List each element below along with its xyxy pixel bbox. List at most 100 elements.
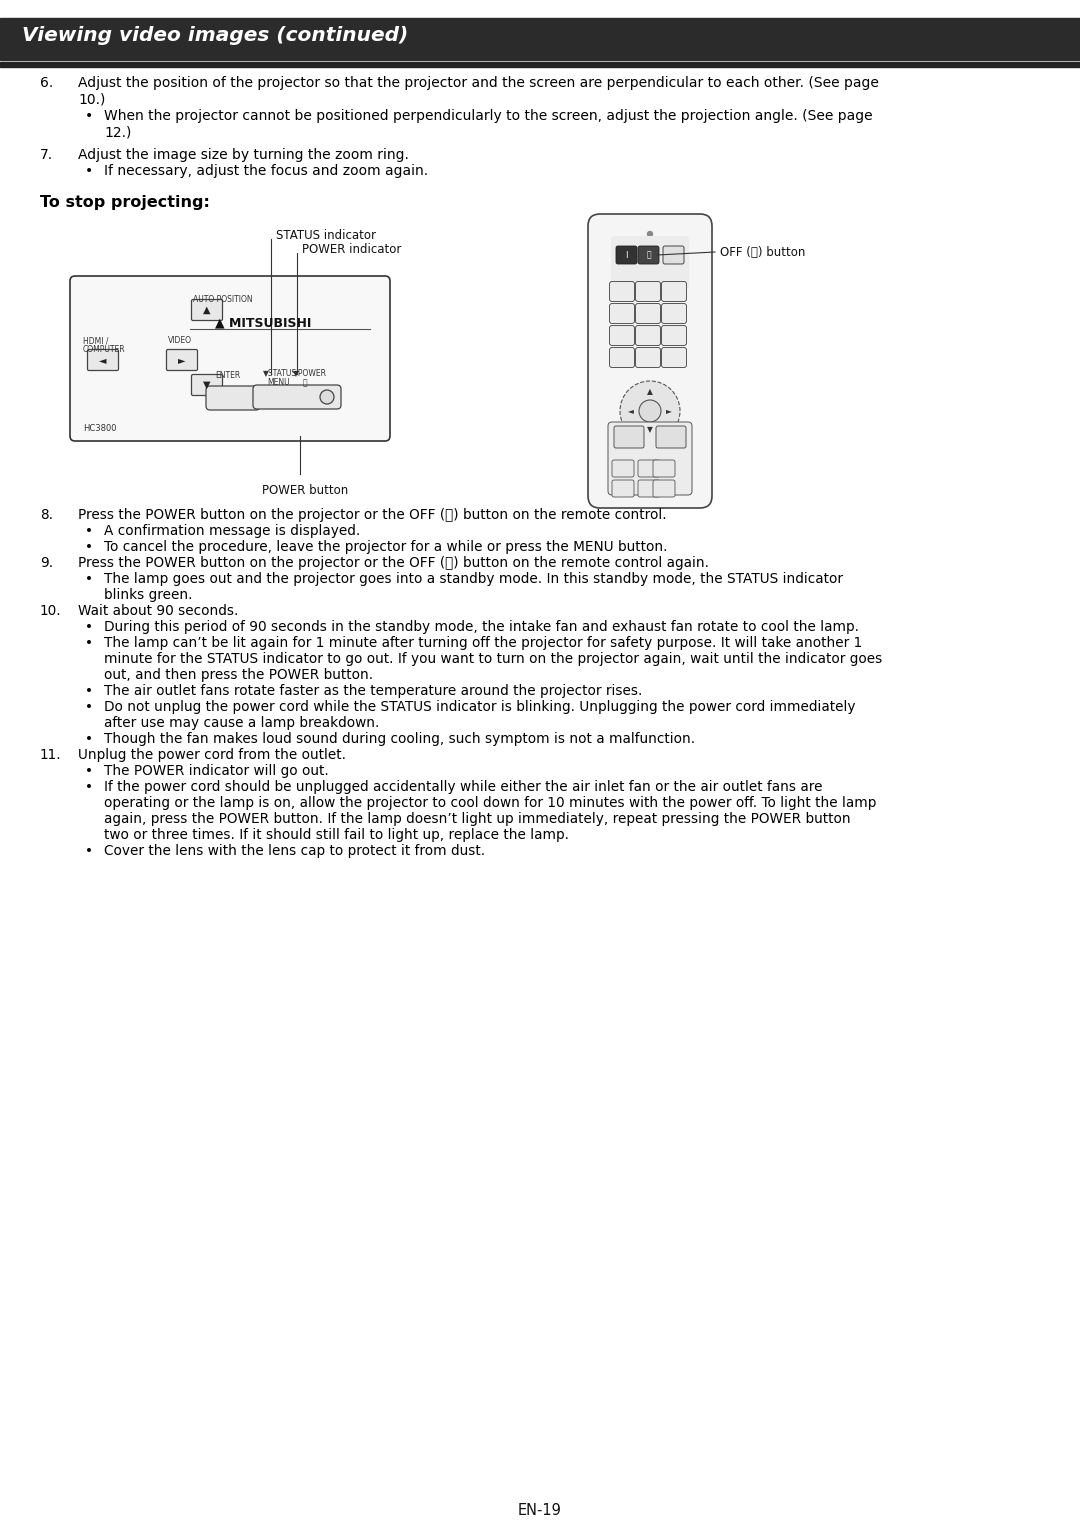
FancyBboxPatch shape: [661, 348, 687, 368]
Text: Adjust the position of the projector so that the projector and the screen are pe: Adjust the position of the projector so …: [78, 76, 879, 90]
Text: EN-19: EN-19: [518, 1503, 562, 1518]
Text: ►: ►: [178, 354, 186, 365]
FancyBboxPatch shape: [191, 374, 222, 395]
FancyBboxPatch shape: [191, 299, 222, 321]
Text: During this period of 90 seconds in the standby mode, the intake fan and exhaust: During this period of 90 seconds in the …: [104, 620, 859, 634]
Circle shape: [320, 389, 334, 405]
Text: •: •: [85, 620, 93, 634]
Text: VIDEO: VIDEO: [168, 336, 192, 345]
Text: COMPUTER: COMPUTER: [83, 345, 125, 354]
Text: •: •: [85, 780, 93, 794]
Text: I: I: [625, 250, 627, 260]
FancyBboxPatch shape: [616, 246, 637, 264]
Text: 12.): 12.): [104, 125, 132, 139]
Text: The air outlet fans rotate faster as the temperature around the projector rises.: The air outlet fans rotate faster as the…: [104, 684, 643, 698]
FancyBboxPatch shape: [612, 479, 634, 496]
Text: operating or the lamp is on, allow the projector to cool down for 10 minutes wit: operating or the lamp is on, allow the p…: [104, 796, 876, 809]
Text: •: •: [85, 764, 93, 777]
Text: The POWER indicator will go out.: The POWER indicator will go out.: [104, 764, 328, 777]
FancyBboxPatch shape: [653, 460, 675, 476]
Text: Press the POWER button on the projector or the OFF (⏻) button on the remote cont: Press the POWER button on the projector …: [78, 508, 666, 522]
Text: The lamp can’t be lit again for 1 minute after turning off the projector for saf: The lamp can’t be lit again for 1 minute…: [104, 637, 862, 651]
Circle shape: [620, 382, 680, 441]
FancyBboxPatch shape: [661, 281, 687, 301]
Text: •: •: [85, 541, 93, 554]
Text: POWER button: POWER button: [262, 484, 348, 496]
Text: •: •: [85, 108, 93, 124]
Text: ▲: ▲: [203, 305, 211, 315]
Text: Though the fan makes loud sound during cooling, such symptom is not a malfunctio: Though the fan makes loud sound during c…: [104, 731, 696, 747]
Text: 9.: 9.: [40, 556, 53, 570]
Text: If necessary, adjust the focus and zoom again.: If necessary, adjust the focus and zoom …: [104, 165, 428, 179]
Text: To stop projecting:: To stop projecting:: [40, 195, 210, 211]
FancyBboxPatch shape: [609, 281, 635, 301]
Text: ▼STATUS: ▼STATUS: [264, 368, 297, 377]
Text: 7.: 7.: [40, 148, 53, 162]
FancyBboxPatch shape: [656, 426, 686, 447]
Circle shape: [639, 400, 661, 421]
FancyBboxPatch shape: [609, 304, 635, 324]
Text: Wait about 90 seconds.: Wait about 90 seconds.: [78, 605, 239, 618]
Text: MENU: MENU: [267, 379, 289, 386]
Text: AUTO POSITION: AUTO POSITION: [193, 295, 253, 304]
FancyBboxPatch shape: [253, 385, 341, 409]
Text: Cover the lens with the lens cap to protect it from dust.: Cover the lens with the lens cap to prot…: [104, 844, 485, 858]
Text: 10.): 10.): [78, 93, 106, 107]
Text: ◄: ◄: [629, 406, 634, 415]
Text: Press the POWER button on the projector or the OFF (⏻) button on the remote cont: Press the POWER button on the projector …: [78, 556, 708, 570]
Text: To cancel the procedure, leave the projector for a while or press the MENU butto: To cancel the procedure, leave the proje…: [104, 541, 667, 554]
Text: ►: ►: [666, 406, 672, 415]
Text: Do not unplug the power cord while the STATUS indicator is blinking. Unplugging : Do not unplug the power cord while the S…: [104, 699, 855, 715]
FancyBboxPatch shape: [611, 237, 689, 289]
Text: ⏻: ⏻: [303, 379, 308, 386]
Text: •: •: [85, 637, 93, 651]
Text: •: •: [85, 684, 93, 698]
Text: two or three times. If it should still fail to light up, replace the lamp.: two or three times. If it should still f…: [104, 828, 569, 841]
Text: Unplug the power cord from the outlet.: Unplug the power cord from the outlet.: [78, 748, 346, 762]
FancyBboxPatch shape: [609, 348, 635, 368]
Text: The lamp goes out and the projector goes into a standby mode. In this standby mo: The lamp goes out and the projector goes…: [104, 573, 843, 586]
FancyBboxPatch shape: [635, 281, 661, 301]
Text: out, and then press the POWER button.: out, and then press the POWER button.: [104, 667, 373, 683]
Text: ▲ MITSUBISHI: ▲ MITSUBISHI: [215, 316, 311, 328]
FancyBboxPatch shape: [638, 479, 660, 496]
FancyBboxPatch shape: [588, 214, 712, 508]
Text: When the projector cannot be positioned perpendicularly to the screen, adjust th: When the projector cannot be positioned …: [104, 108, 873, 124]
Text: 10.: 10.: [40, 605, 62, 618]
Text: ◄: ◄: [99, 354, 107, 365]
FancyBboxPatch shape: [612, 460, 634, 476]
Text: Adjust the image size by turning the zoom ring.: Adjust the image size by turning the zoo…: [78, 148, 409, 162]
FancyBboxPatch shape: [653, 479, 675, 496]
Text: 11.: 11.: [40, 748, 62, 762]
Circle shape: [648, 232, 652, 237]
Text: 8.: 8.: [40, 508, 53, 522]
Text: ⏻: ⏻: [646, 250, 651, 260]
Text: 6.: 6.: [40, 76, 53, 90]
Text: STATUS indicator: STATUS indicator: [276, 229, 376, 241]
Text: ▼: ▼: [203, 380, 211, 389]
FancyBboxPatch shape: [70, 276, 390, 441]
Text: •: •: [85, 844, 93, 858]
Text: POWER indicator: POWER indicator: [302, 243, 402, 257]
Text: ENTER: ENTER: [215, 371, 240, 380]
FancyBboxPatch shape: [608, 421, 692, 495]
Text: A confirmation message is displayed.: A confirmation message is displayed.: [104, 524, 361, 538]
Text: HDMI /: HDMI /: [83, 336, 108, 345]
FancyBboxPatch shape: [635, 325, 661, 345]
Text: •: •: [85, 524, 93, 538]
Bar: [0, 63, 1080, 67]
FancyBboxPatch shape: [663, 246, 684, 264]
Text: after use may cause a lamp breakdown.: after use may cause a lamp breakdown.: [104, 716, 379, 730]
FancyBboxPatch shape: [166, 350, 198, 371]
FancyBboxPatch shape: [615, 426, 644, 447]
Text: ▲: ▲: [647, 388, 653, 397]
FancyBboxPatch shape: [635, 304, 661, 324]
FancyBboxPatch shape: [638, 460, 660, 476]
FancyBboxPatch shape: [661, 325, 687, 345]
Text: ▼POWER: ▼POWER: [293, 368, 327, 377]
FancyBboxPatch shape: [638, 246, 659, 264]
Text: minute for the STATUS indicator to go out. If you want to turn on the projector : minute for the STATUS indicator to go ou…: [104, 652, 882, 666]
Text: again, press the POWER button. If the lamp doesn’t light up immediately, repeat : again, press the POWER button. If the la…: [104, 812, 851, 826]
Text: ▼: ▼: [647, 426, 653, 435]
Text: If the power cord should be unplugged accidentally while either the air inlet fa: If the power cord should be unplugged ac…: [104, 780, 823, 794]
